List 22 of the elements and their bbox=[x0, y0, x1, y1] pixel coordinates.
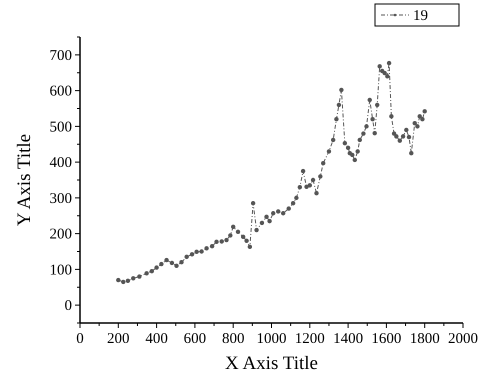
x-tick-label: 1000 bbox=[256, 331, 286, 347]
y-tick-label: 700 bbox=[50, 48, 72, 64]
y-tick-label: 100 bbox=[50, 262, 72, 278]
legend-label: 19 bbox=[413, 8, 428, 24]
x-tick-label: 400 bbox=[145, 331, 168, 347]
x-tick-label: 0 bbox=[76, 331, 84, 347]
x-tick-label: 600 bbox=[184, 331, 206, 347]
y-tick-label: 500 bbox=[50, 119, 72, 136]
x-tick-label: 1200 bbox=[294, 331, 325, 347]
y-tick-label: 0 bbox=[64, 298, 72, 314]
y-tick-label: 600 bbox=[50, 84, 72, 100]
x-axis-title: X Axis Title bbox=[225, 353, 318, 374]
x-tick-label: 1600 bbox=[371, 331, 402, 347]
x-tick-label: 800 bbox=[222, 331, 244, 347]
y-tick-label: 300 bbox=[50, 190, 72, 207]
y-tick-label: 200 bbox=[50, 226, 72, 243]
x-tick-label: 200 bbox=[107, 331, 130, 347]
y-tick-label: 400 bbox=[50, 155, 72, 172]
x-tick-label: 2000 bbox=[448, 331, 478, 347]
y-axis-title: Y Axis Title bbox=[14, 134, 35, 226]
x-tick-label: 1400 bbox=[333, 331, 364, 347]
x-tick-label: 1800 bbox=[410, 331, 440, 347]
